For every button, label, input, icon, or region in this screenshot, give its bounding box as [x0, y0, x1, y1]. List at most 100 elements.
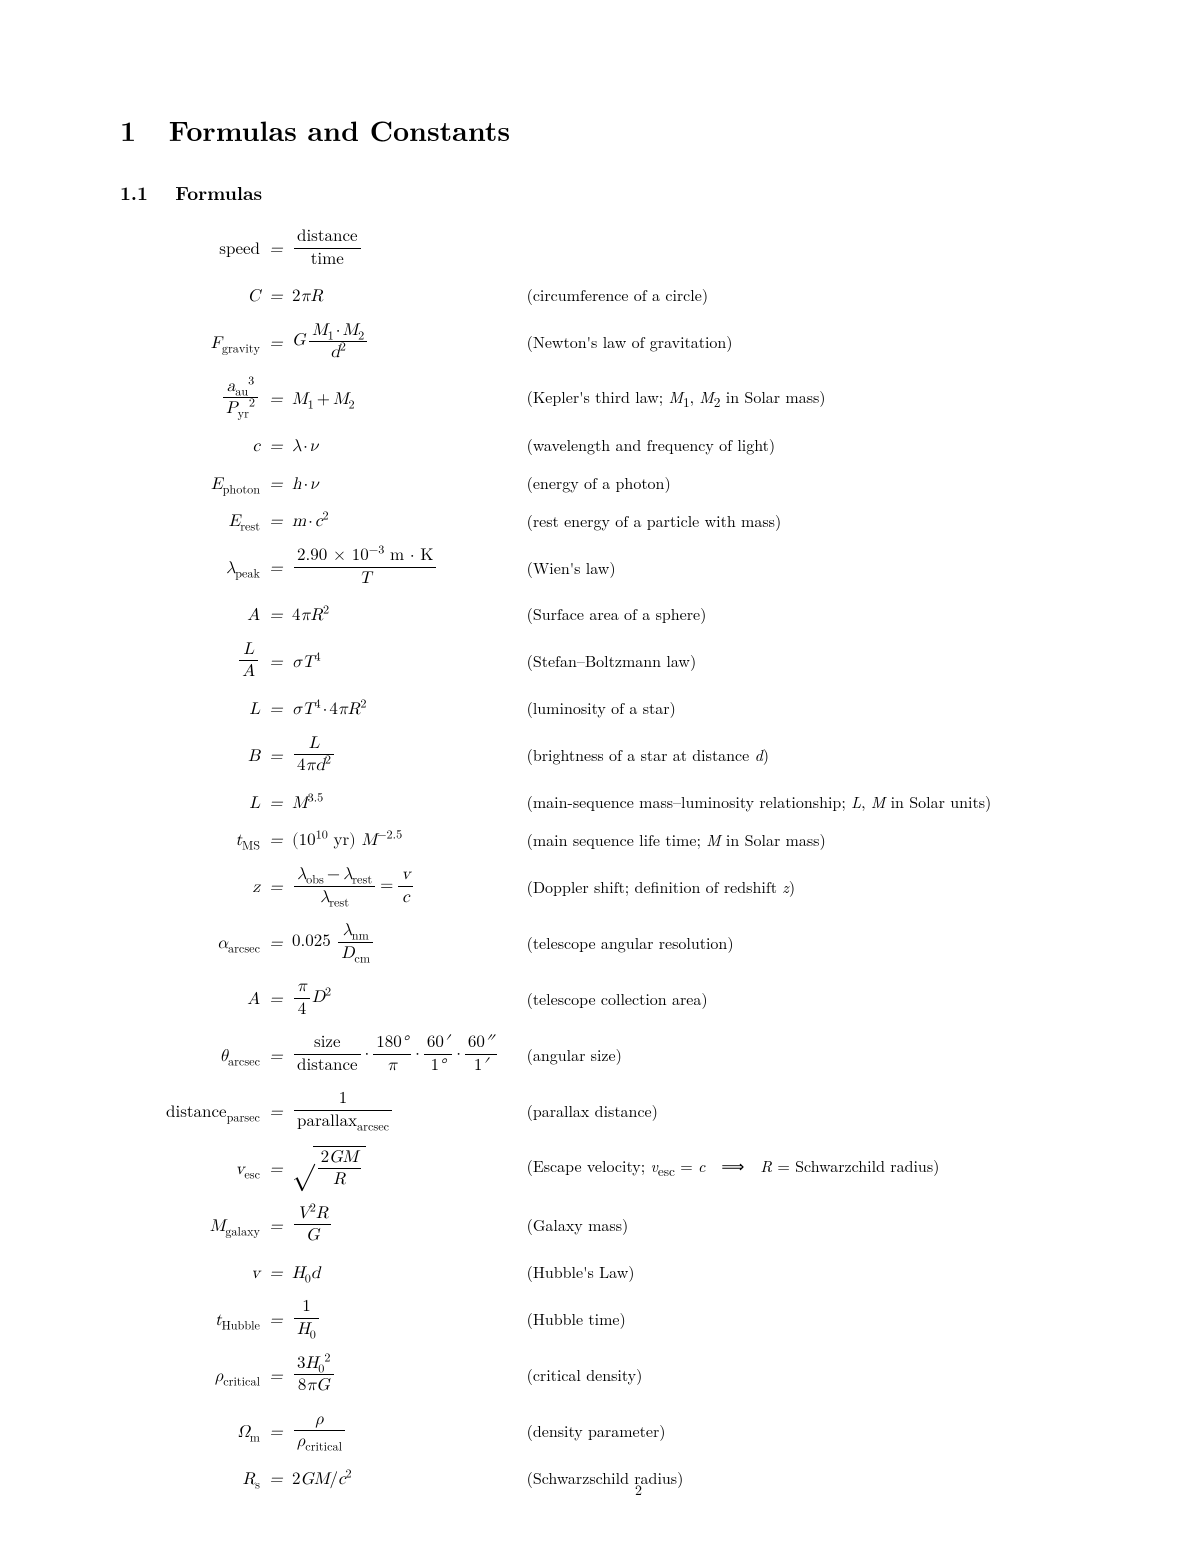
equals-sign: =: [260, 1139, 292, 1197]
section-title: Formulas and Constants: [169, 110, 510, 150]
formula-description: (density parameter): [527, 1403, 992, 1459]
formula-rhs: h·ν: [292, 464, 527, 502]
formula-row: speed=distancetime: [120, 220, 991, 276]
formula-row: A=4πR2(Surface area of a sphere): [120, 595, 991, 633]
formula-row: LA=σT4(Stefan–Boltzmann law): [120, 633, 991, 689]
formula-lhs: Rs: [120, 1459, 260, 1497]
equals-sign: =: [260, 539, 292, 595]
formula-row: B=L4πd2(brightness of a star at distance…: [120, 727, 991, 783]
formula-row: Fgravity=G M1·M2d2(Newton's law of gravi…: [120, 314, 991, 370]
section-number: 1: [120, 110, 158, 150]
equals-sign: =: [260, 595, 292, 633]
formula-description: (Newton's law of gravitation): [527, 314, 992, 370]
formula-row: λpeak=2.90 × 10−3 m · KT(Wien's law): [120, 539, 991, 595]
formula-rhs: distancetime: [292, 220, 527, 276]
formula-rhs: sizedistance·180°π·60′1°·60″1′: [292, 1026, 527, 1082]
formula-lhs: v: [120, 1253, 260, 1291]
formula-lhs: λpeak: [120, 539, 260, 595]
equals-sign: =: [260, 689, 292, 727]
subsection-heading: 1.1 Formulas: [120, 178, 1080, 206]
formula-row: Ephoton=h·ν(energy of a photon): [120, 464, 991, 502]
formula-lhs: B: [120, 727, 260, 783]
formula-lhs: vesc: [120, 1139, 260, 1197]
formula-description: (Stefan–Boltzmann law): [527, 633, 992, 689]
formula-row: vesc=√2GMR(Escape velocity; vesc = c ⟹ R…: [120, 1139, 991, 1197]
formula-row: ρcritical=3H028πG(critical density): [120, 1347, 991, 1403]
formula-description: (Escape velocity; vesc = c ⟹ R = Schwarz…: [527, 1139, 992, 1197]
formula-description: (Schwarzschild radius): [527, 1459, 992, 1497]
subsection-title: Formulas: [175, 178, 262, 206]
equals-sign: =: [260, 1290, 292, 1346]
formula-description: (critical density): [527, 1347, 992, 1403]
equals-sign: =: [260, 501, 292, 539]
document-page: 1 Formulas and Constants 1.1 Formulas sp…: [0, 0, 1200, 1556]
formula-rhs: H0d: [292, 1253, 527, 1291]
formula-description: (main-sequence mass–luminosity relations…: [527, 783, 992, 821]
formula-description: (wavelength and frequency of light): [527, 426, 992, 464]
equals-sign: =: [260, 727, 292, 783]
equals-sign: =: [260, 1253, 292, 1291]
equals-sign: =: [260, 1197, 292, 1253]
formula-lhs: LA: [120, 633, 260, 689]
formula-rhs: G M1·M2d2: [292, 314, 527, 370]
formula-rhs: ρρcritical: [292, 1403, 527, 1459]
formula-rhs: 1parallaxarcsec: [292, 1082, 527, 1138]
formula-rhs: (1010 yr) M−2.5: [292, 820, 527, 858]
formula-description: (rest energy of a particle with mass): [527, 501, 992, 539]
formula-row: L=σT4·4πR2(luminosity of a star): [120, 689, 991, 727]
formula-row: C=2πR(circumference of a circle): [120, 276, 991, 314]
formula-lhs: αarcsec: [120, 914, 260, 970]
formula-description: (circumference of a circle): [527, 276, 992, 314]
formula-rhs: σT4: [292, 633, 527, 689]
formula-row: Mgalaxy=V2RG(Galaxy mass): [120, 1197, 991, 1253]
formula-rhs: m·c2: [292, 501, 527, 539]
formula-lhs: A: [120, 595, 260, 633]
formula-lhs: Fgravity: [120, 314, 260, 370]
formula-description: (telescope angular resolution): [527, 914, 992, 970]
formula-row: Rs=2GM/c2(Schwarzschild radius): [120, 1459, 991, 1497]
formula-lhs: speed: [120, 220, 260, 276]
formula-lhs: Ωm: [120, 1403, 260, 1459]
formula-description: (parallax distance): [527, 1082, 992, 1138]
formula-row: tMS=(1010 yr) M−2.5(main sequence life t…: [120, 820, 991, 858]
formula-lhs: Ephoton: [120, 464, 260, 502]
subsection-number: 1.1: [120, 178, 168, 206]
formula-lhs: C: [120, 276, 260, 314]
equals-sign: =: [260, 220, 292, 276]
formula-row: A=π4D2(telescope collection area): [120, 970, 991, 1026]
formula-row: aau3Pyr2=M1+M2(Kepler's third law; M1, M…: [120, 370, 991, 426]
formula-lhs: L: [120, 783, 260, 821]
formula-lhs: θarcsec: [120, 1026, 260, 1082]
formula-rhs: 2GM/c2: [292, 1459, 527, 1497]
formula-description: (Doppler shift; definition of redshift z…: [527, 858, 992, 914]
formula-rhs: 2πR: [292, 276, 527, 314]
formula-lhs: A: [120, 970, 260, 1026]
equals-sign: =: [260, 858, 292, 914]
formula-rhs: λobs−λrestλrest=vc: [292, 858, 527, 914]
formula-table: speed=distancetimeC=2πR(circumference of…: [120, 220, 991, 1496]
formula-lhs: tHubble: [120, 1290, 260, 1346]
formula-description: (luminosity of a star): [527, 689, 992, 727]
equals-sign: =: [260, 1459, 292, 1497]
formula-description: (Galaxy mass): [527, 1197, 992, 1253]
formula-description: (Wien's law): [527, 539, 992, 595]
formula-description: (energy of a photon): [527, 464, 992, 502]
equals-sign: =: [260, 914, 292, 970]
formula-rhs: 3H028πG: [292, 1347, 527, 1403]
formula-description: [527, 220, 992, 276]
formula-lhs: Erest: [120, 501, 260, 539]
formula-row: Erest=m·c2(rest energy of a particle wit…: [120, 501, 991, 539]
equals-sign: =: [260, 276, 292, 314]
formula-rhs: L4πd2: [292, 727, 527, 783]
equals-sign: =: [260, 1026, 292, 1082]
formula-row: c=λ·ν(wavelength and frequency of light): [120, 426, 991, 464]
equals-sign: =: [260, 820, 292, 858]
formula-rhs: √2GMR: [292, 1139, 527, 1197]
formula-lhs: c: [120, 426, 260, 464]
formula-rhs: M1+M2: [292, 370, 527, 426]
equals-sign: =: [260, 426, 292, 464]
formula-row: L=M3.5(main-sequence mass–luminosity rel…: [120, 783, 991, 821]
formula-row: tHubble=1H0(Hubble time): [120, 1290, 991, 1346]
formula-row: αarcsec=0.025 λnmDcm(telescope angular r…: [120, 914, 991, 970]
formula-description: (telescope collection area): [527, 970, 992, 1026]
